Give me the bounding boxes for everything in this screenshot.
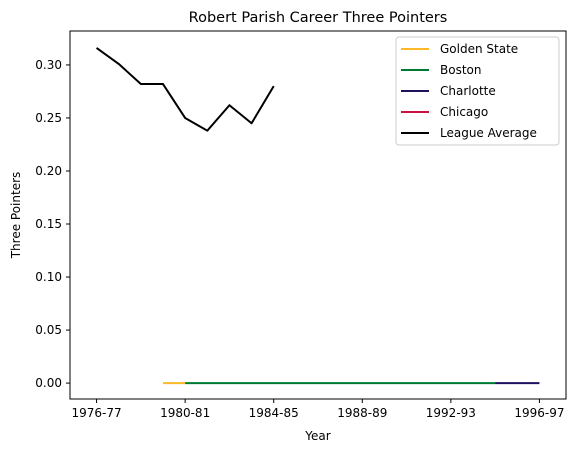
x-axis-label: Year — [304, 429, 330, 443]
chart-title: Robert Parish Career Three Pointers — [189, 10, 448, 26]
legend-label: Charlotte — [440, 84, 496, 98]
y-tick-label: 0.15 — [35, 217, 62, 231]
legend-label: Chicago — [440, 105, 488, 119]
series-line-4 — [95, 47, 275, 132]
y-axis-label: Three Pointers — [9, 172, 23, 260]
x-tick-label: 1996-97 — [514, 406, 564, 420]
plot-frame — [69, 30, 567, 400]
legend-label: Golden State — [440, 42, 518, 56]
y-tick-label: 0.05 — [35, 323, 62, 337]
x-tick-label: 1988-89 — [337, 406, 387, 420]
plot-series — [95, 47, 540, 385]
legend-label: League Average — [440, 126, 537, 140]
y-tick-label: 0.25 — [35, 111, 62, 125]
x-axis: 1976-77 1980-81 1984-85 1988-89 1992-93 1996-… — [72, 399, 564, 420]
y-tick-label: 0.30 — [35, 58, 62, 72]
legend: Golden State Boston Charlotte Chicago League… — [395, 36, 560, 146]
x-tick-label: 1976-77 — [72, 406, 122, 420]
y-tick-label: 0.20 — [35, 164, 62, 178]
y-tick-label: 0.00 — [35, 376, 62, 390]
x-tick-label: 1980-81 — [160, 406, 210, 420]
legend-box — [395, 36, 560, 146]
y-tick-label: 0.10 — [35, 270, 62, 284]
y-axis: 0.00 0.05 0.10 0.15 0.20 0.25 0.30 — [35, 58, 70, 390]
x-tick-label: 1984-85 — [249, 406, 299, 420]
legend-label: Boston — [440, 63, 481, 77]
x-tick-label: 1992-93 — [426, 406, 476, 420]
